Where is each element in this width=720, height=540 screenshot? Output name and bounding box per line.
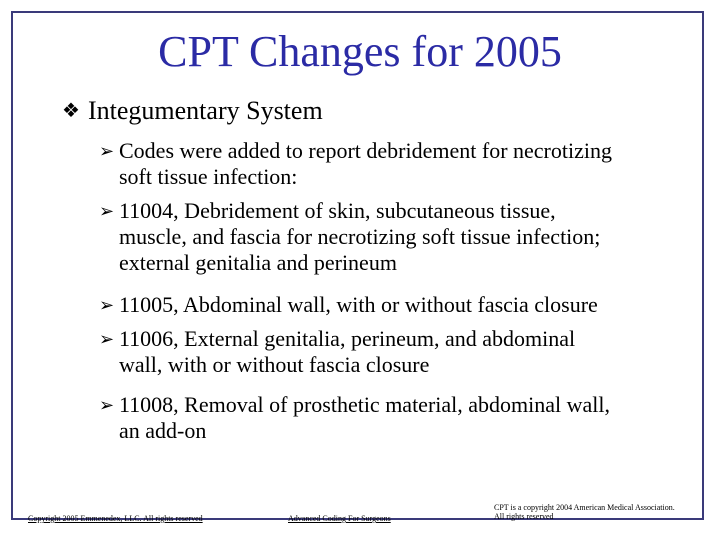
list-item: ➢ 11005, Abdominal wall, with or without…: [99, 292, 679, 318]
list-item: ➢ 11004, Debridement of skin, subcutaneo…: [99, 198, 679, 276]
list-item-continuation: muscle, and fascia for necrotizing soft …: [119, 224, 601, 249]
list-item-text: 11004, Debridement of skin, subcutaneous…: [119, 198, 556, 223]
arrow-bullet-icon: ➢: [99, 201, 115, 221]
diamond-bullet-icon: ❖: [62, 100, 80, 122]
footer-cpt-notice: CPT is a copyright 2004 American Medical…: [494, 503, 675, 521]
list-item: ➢ 11008, Removal of prosthetic material,…: [99, 392, 679, 444]
footer-course-title: Advanced Coding For Surgeons: [288, 514, 391, 523]
list-item: ➢ Codes were added to report debridement…: [99, 138, 679, 190]
list-item-text: 11006, External genitalia, perineum, and…: [119, 326, 576, 351]
arrow-bullet-icon: ➢: [99, 329, 115, 349]
slide-title: CPT Changes for 2005: [158, 27, 562, 76]
arrow-bullet-icon: ➢: [99, 295, 115, 315]
list-item-text: Codes were added to report debridement f…: [119, 138, 612, 163]
footer-cpt-notice-line: All rights reserved: [494, 512, 554, 521]
slide-frame: [11, 11, 704, 520]
arrow-bullet-icon: ➢: [99, 141, 115, 161]
list-item-text: 11005, Abdominal wall, with or without f…: [119, 292, 598, 317]
list-item: ➢ 11006, External genitalia, perineum, a…: [99, 326, 679, 378]
footer-copyright: Copyright 2005 Emmenedex, LLC. All right…: [28, 514, 203, 523]
list-item-text: 11008, Removal of prosthetic material, a…: [119, 392, 611, 417]
footer-cpt-notice-line: CPT is a copyright 2004 American Medical…: [494, 503, 675, 512]
arrow-bullet-icon: ➢: [99, 395, 115, 415]
list-item-continuation: soft tissue infection:: [119, 164, 298, 189]
section-heading: ❖ Integumentary System: [62, 98, 323, 124]
list-item-continuation: an add-on: [119, 418, 207, 443]
section-heading-label: Integumentary System: [88, 96, 323, 125]
list-item-continuation: external genitalia and perineum: [119, 250, 397, 275]
list-item-continuation: wall, with or without fascia closure: [119, 352, 430, 377]
